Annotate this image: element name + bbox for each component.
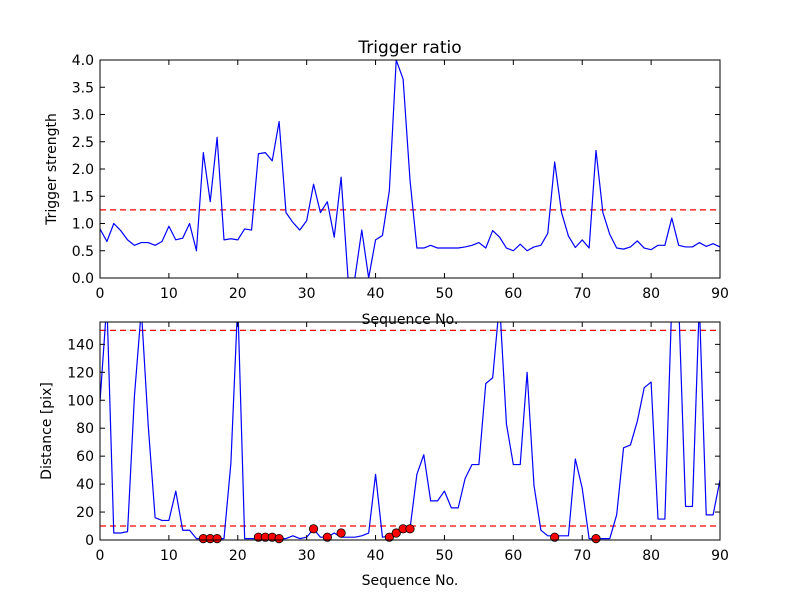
trigger-ytick-label: 3.5 (72, 80, 94, 96)
distance-marker-point (336, 528, 346, 538)
distance-xtick-label: 50 (436, 548, 454, 564)
distance-ytick-label: 140 (67, 337, 94, 353)
distance-ytick-label: 60 (76, 449, 94, 465)
distance-marker-point (322, 532, 332, 542)
trigger-ytick-label: 1.0 (72, 217, 94, 233)
distance-xtick-label: 10 (160, 548, 178, 564)
distance-marker-point (274, 534, 284, 544)
distance-ytick-label: 120 (67, 365, 94, 381)
trigger-ytick-label: 0.5 (72, 244, 94, 260)
distance-xtick-label: 70 (573, 548, 591, 564)
trigger-ratio-ylabel: Trigger strength (44, 113, 60, 226)
distance-xtick-label: 0 (96, 548, 105, 564)
distance-marker-point (591, 534, 601, 544)
distance-xtick-label: 90 (711, 548, 729, 564)
trigger-xtick-label: 0 (96, 286, 105, 302)
distance-marker-point (405, 524, 415, 534)
distance-xtick-label: 60 (504, 548, 522, 564)
distance-series-line (100, 322, 720, 540)
trigger-ratio-xlabel: Sequence No. (362, 312, 459, 328)
trigger-ytick-label: 3.0 (72, 108, 94, 124)
trigger-ytick-label: 2.5 (72, 135, 94, 151)
distance-xlabel: Sequence No. (362, 573, 459, 589)
trigger-xtick-label: 10 (160, 286, 178, 302)
trigger-ratio-plot: Trigger ratio Sequence No. Trigger stren… (44, 38, 729, 328)
distance-xtick-label: 20 (229, 548, 247, 564)
trigger-ytick-label: 1.5 (72, 189, 94, 205)
distance-ytick-label: 40 (76, 477, 94, 493)
trigger-ytick-label: 4.0 (72, 53, 94, 69)
trigger-xtick-label: 90 (711, 286, 729, 302)
trigger-xtick-label: 70 (573, 286, 591, 302)
trigger-ytick-label: 0.0 (72, 271, 94, 287)
distance-marker-point (212, 534, 222, 544)
trigger-xtick-label: 80 (642, 286, 660, 302)
distance-marker-point (550, 532, 560, 542)
distance-ytick-label: 0 (85, 533, 94, 549)
distance-plot-area (100, 322, 720, 540)
trigger-axes-frame (99, 59, 721, 279)
trigger-series-line (100, 60, 720, 278)
distance-ytick-label: 80 (76, 421, 94, 437)
distance-marker-point (308, 524, 319, 534)
distance-ytick-label: 100 (67, 393, 94, 409)
distance-plot: Sequence No. Distance [pix] 0 10 20 30 40 50 6… (39, 321, 729, 589)
distance-xtick-label: 40 (367, 548, 385, 564)
trigger-ytick-label: 2.0 (72, 162, 94, 178)
trigger-plot-area (100, 60, 720, 278)
trigger-xtick-label: 20 (229, 286, 247, 302)
distance-xtick-label: 30 (298, 548, 316, 564)
trigger-xtick-label: 40 (367, 286, 385, 302)
trigger-xtick-label: 30 (298, 286, 316, 302)
distance-marker-point (391, 528, 401, 538)
trigger-xtick-label: 50 (436, 286, 454, 302)
trigger-xtick-label: 60 (504, 286, 522, 302)
distance-xtick-label: 80 (642, 548, 660, 564)
distance-ytick-label: 20 (76, 505, 94, 521)
distance-marker-point (384, 532, 394, 542)
distance-axes-frame (99, 321, 721, 541)
trigger-ratio-title: Trigger ratio (357, 38, 461, 58)
distance-ylabel: Distance [pix] (39, 382, 55, 480)
